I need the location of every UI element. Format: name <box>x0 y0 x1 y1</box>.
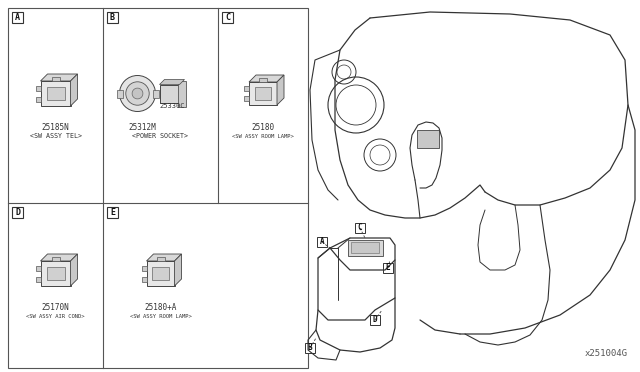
Bar <box>351 242 379 253</box>
Bar <box>47 87 65 100</box>
Text: <SW ASSY ROOM LAMP>: <SW ASSY ROOM LAMP> <box>232 134 294 138</box>
Polygon shape <box>70 254 77 286</box>
Bar <box>35 266 40 270</box>
Text: A: A <box>320 237 324 247</box>
Polygon shape <box>175 254 182 286</box>
Text: 25330C: 25330C <box>160 103 185 109</box>
Text: 25312M: 25312M <box>129 124 156 132</box>
Text: B: B <box>110 13 115 22</box>
Bar <box>305 343 315 353</box>
Polygon shape <box>40 74 77 81</box>
Bar <box>383 263 393 273</box>
Text: 25185N: 25185N <box>42 124 69 132</box>
Bar <box>317 237 327 247</box>
Circle shape <box>126 82 149 105</box>
Text: 25170N: 25170N <box>42 304 69 312</box>
Bar <box>348 240 383 256</box>
Text: E: E <box>386 263 390 273</box>
Text: 25180+A: 25180+A <box>144 304 177 312</box>
Text: <POWER SOCKET>: <POWER SOCKET> <box>132 134 189 140</box>
Bar <box>152 267 169 280</box>
Circle shape <box>132 88 143 99</box>
Bar <box>40 81 70 106</box>
Bar <box>51 77 60 81</box>
Text: 25180: 25180 <box>252 124 275 132</box>
Bar <box>259 78 267 82</box>
Bar <box>157 257 164 261</box>
Bar <box>159 84 179 103</box>
Text: A: A <box>15 13 20 22</box>
Polygon shape <box>147 254 182 261</box>
Text: <SW ASSY ROOM LAMP>: <SW ASSY ROOM LAMP> <box>130 314 191 318</box>
Circle shape <box>120 76 156 112</box>
Bar <box>12 207 23 218</box>
Polygon shape <box>159 80 184 84</box>
Bar <box>222 12 233 23</box>
Bar <box>417 130 439 148</box>
Bar <box>141 276 147 282</box>
Bar <box>152 90 159 97</box>
Text: C: C <box>358 224 362 232</box>
Bar <box>35 276 40 282</box>
Bar <box>255 87 271 100</box>
Bar <box>12 12 23 23</box>
Bar <box>107 12 118 23</box>
Bar <box>147 261 175 286</box>
Bar <box>116 90 122 97</box>
Text: <SW ASSY TEL>: <SW ASSY TEL> <box>29 134 81 140</box>
Text: C: C <box>225 13 230 22</box>
Bar <box>244 86 249 91</box>
Bar <box>51 257 60 261</box>
Text: E: E <box>110 208 115 217</box>
Text: <SW ASSY AIR COND>: <SW ASSY AIR COND> <box>26 314 84 318</box>
Bar <box>8 8 308 368</box>
Polygon shape <box>249 75 284 82</box>
Bar <box>35 96 40 102</box>
Bar <box>107 207 118 218</box>
Polygon shape <box>277 75 284 105</box>
Bar <box>370 315 380 325</box>
Bar <box>355 223 365 233</box>
Text: x251004G: x251004G <box>585 349 628 358</box>
Text: D: D <box>372 315 378 324</box>
Polygon shape <box>40 254 77 261</box>
Text: D: D <box>15 208 20 217</box>
Bar <box>47 267 65 280</box>
Bar <box>249 82 277 105</box>
Bar <box>35 86 40 90</box>
Bar <box>40 261 70 286</box>
Bar <box>177 80 186 106</box>
Polygon shape <box>70 74 77 106</box>
Text: B: B <box>308 343 312 353</box>
Bar <box>141 266 147 270</box>
Bar <box>244 96 249 101</box>
